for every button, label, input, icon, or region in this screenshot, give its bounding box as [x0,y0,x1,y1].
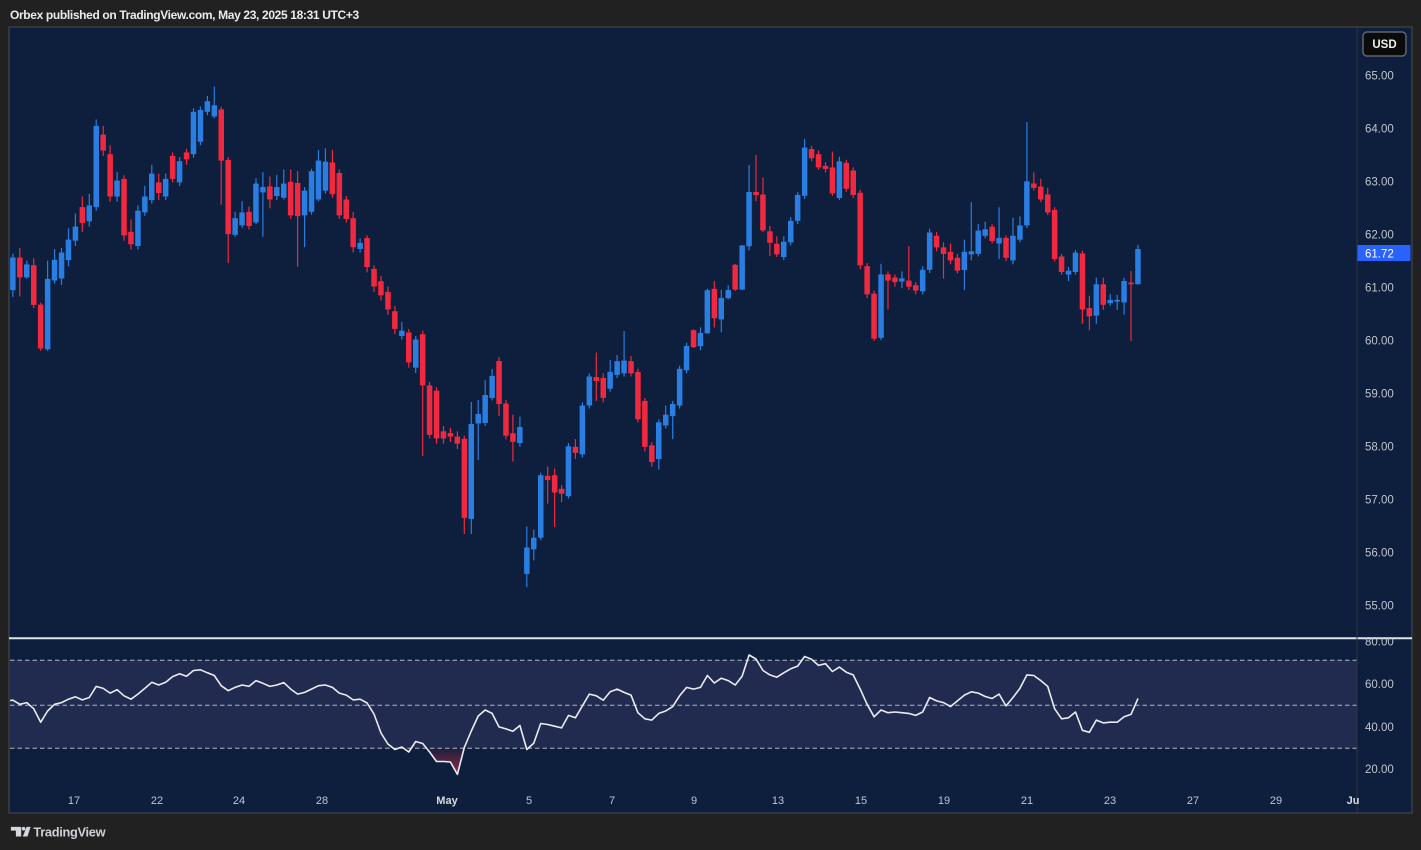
svg-text:27: 27 [1187,795,1199,807]
svg-text:23: 23 [1104,795,1116,807]
svg-text:17: 17 [68,795,80,807]
svg-text:24: 24 [233,795,245,807]
svg-text:9: 9 [691,795,697,807]
svg-text:5: 5 [526,795,532,807]
svg-text:59.00: 59.00 [1365,389,1394,401]
svg-text:60.00: 60.00 [1365,679,1394,691]
svg-text:61.72: 61.72 [1365,249,1394,261]
svg-text:21: 21 [1021,795,1033,807]
svg-text:61.00: 61.00 [1365,283,1394,295]
svg-text:19: 19 [938,795,950,807]
svg-text:63.00: 63.00 [1365,177,1394,189]
svg-text:58.00: 58.00 [1365,442,1394,454]
svg-text:15: 15 [855,795,867,807]
svg-text:TradingView: TradingView [33,825,105,840]
svg-text:13: 13 [772,795,784,807]
svg-text:USD: USD [1372,39,1396,51]
svg-text:57.00: 57.00 [1365,495,1394,507]
svg-text:29: 29 [1270,795,1282,807]
svg-text:55.00: 55.00 [1365,601,1394,613]
svg-text:64.00: 64.00 [1365,124,1394,136]
svg-text:Orbex published on TradingView: Orbex published on TradingView.com, May … [10,8,359,22]
svg-text:22: 22 [151,795,163,807]
svg-text:28: 28 [316,795,328,807]
svg-text:40.00: 40.00 [1365,722,1394,734]
svg-text:20.00: 20.00 [1365,764,1394,776]
svg-text:Ju: Ju [1347,795,1360,807]
svg-text:65.00: 65.00 [1365,71,1394,83]
svg-text:60.00: 60.00 [1365,336,1394,348]
svg-text:7: 7 [609,795,615,807]
svg-text:62.00: 62.00 [1365,230,1394,242]
svg-text:56.00: 56.00 [1365,548,1394,560]
svg-text:May: May [436,795,458,807]
svg-text:80.00: 80.00 [1365,637,1394,649]
